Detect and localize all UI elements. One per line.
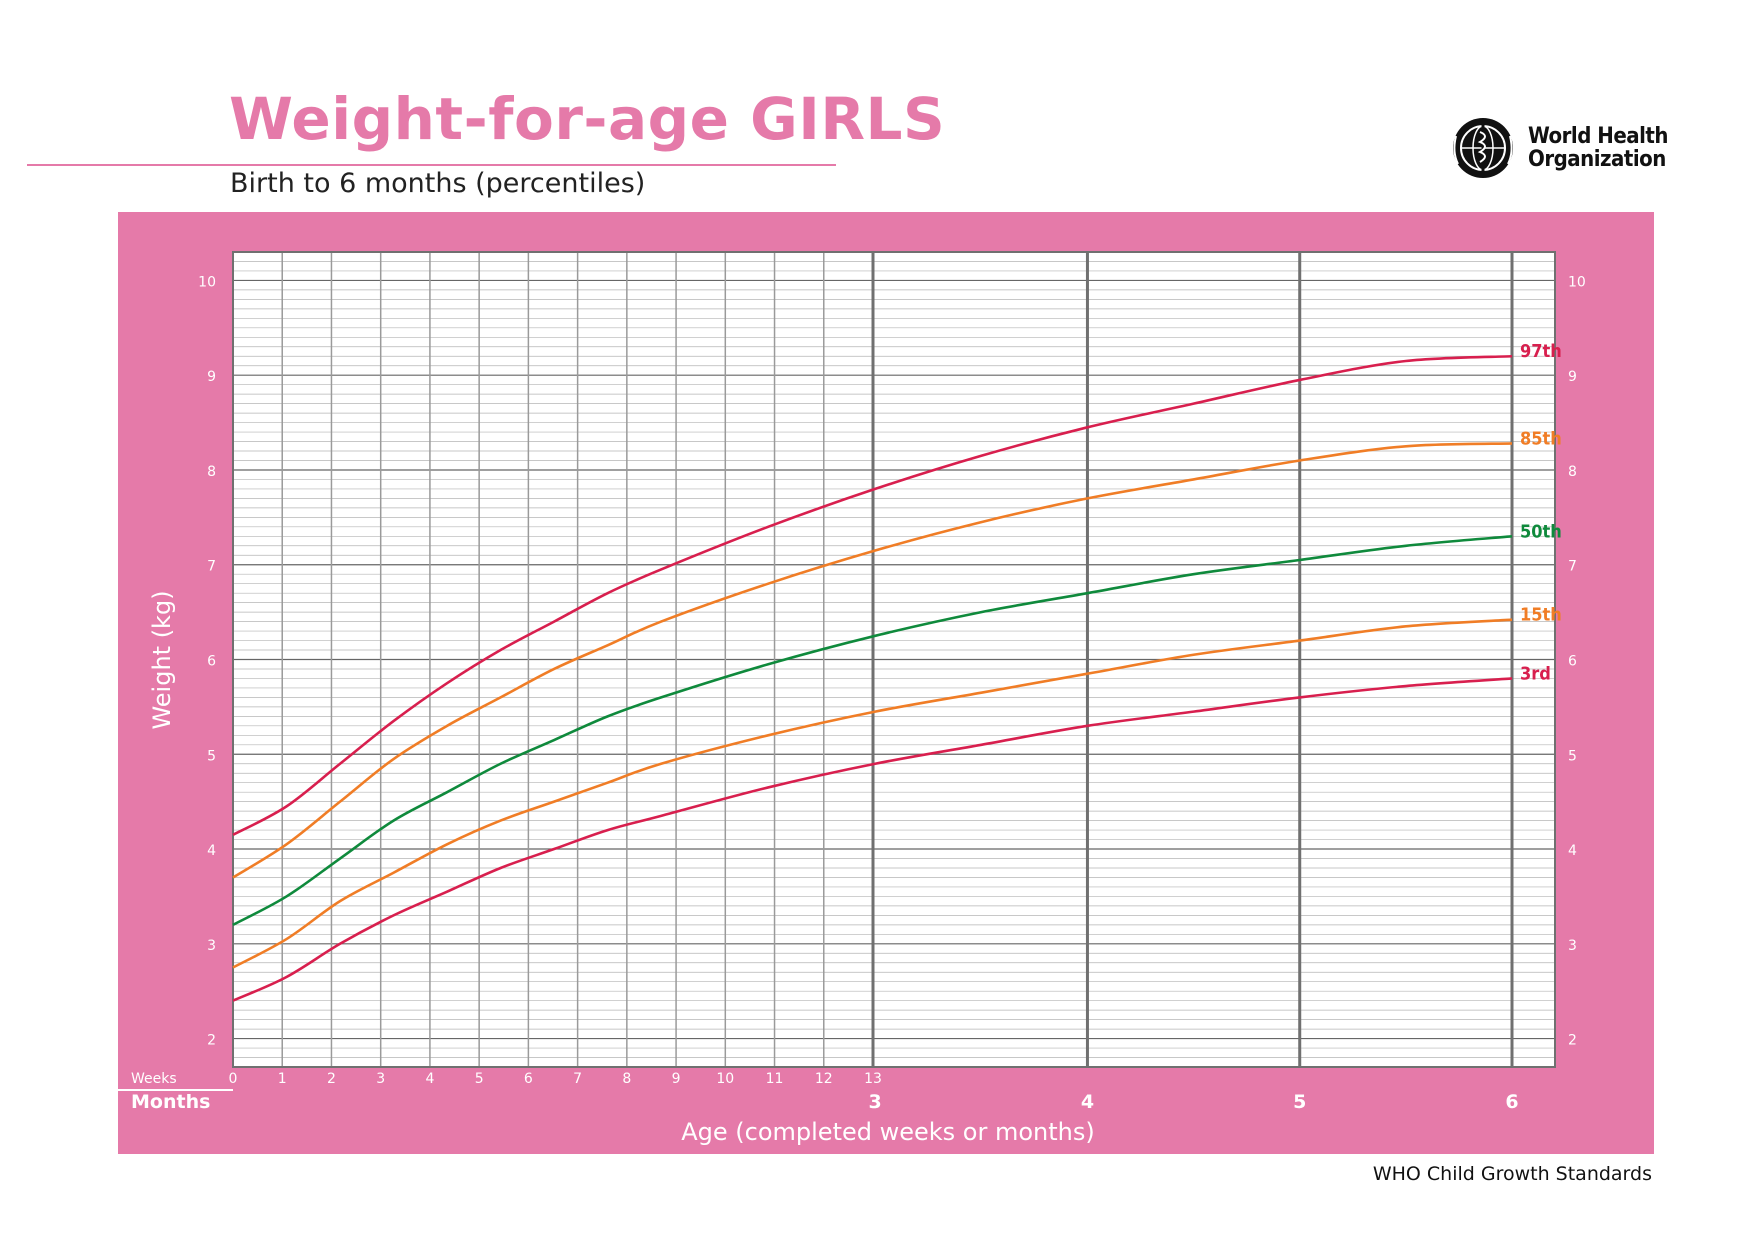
y-tick-label-left: 4 [207,843,216,859]
x-tick-label-week: 0 [229,1071,238,1087]
x-tick-label-month: 4 [1081,1091,1094,1113]
x-tick-label-week: 4 [425,1071,434,1087]
y-tick-label-right: 7 [1568,559,1577,575]
plot-border [232,251,1556,1068]
page-subtitle: Birth to 6 months (percentiles) [230,168,646,199]
x-tick-label-week: 7 [573,1071,582,1087]
who-logo-line2: Organization [1528,147,1666,172]
series-label: 3rd [1520,663,1551,684]
months-row-rule [118,1089,233,1091]
curve-50th [232,535,1513,926]
y-tick-label-left: 9 [207,369,216,385]
grid-lines [233,252,1555,1067]
x-tick-label-month: 6 [1505,1091,1518,1113]
x-axis-label: Age (completed weeks or months) [681,1118,1095,1146]
y-tick-label-right: 10 [1568,274,1586,290]
x-tick-label-week: 1 [278,1071,287,1087]
y-tick-label-left: 8 [207,464,216,480]
y-tick-label-right: 6 [1568,654,1577,670]
x-tick-label-week: 13 [864,1071,882,1087]
x-tick-label-week: 10 [716,1071,734,1087]
series-label: 85th [1520,428,1562,449]
y-tick-label-left: 7 [207,559,216,575]
curve-15th [232,618,1513,969]
series-label: 15th [1520,605,1562,626]
x-tick-label-week: 3 [376,1071,385,1087]
x-tick-label-week: 2 [327,1071,336,1087]
y-tick-label-left: 6 [207,654,216,670]
series-label: 50th [1520,521,1562,542]
y-tick-label-right: 8 [1568,464,1577,480]
x-tick-label-week: 8 [622,1071,631,1087]
who-logo-text: World Health Organization [1528,125,1668,171]
y-tick-label-right: 5 [1568,748,1577,764]
x-tick-label-week: 11 [766,1071,784,1087]
y-tick-label-left: 2 [207,1033,216,1049]
tick-labels: 2 23 34 45 56 67 78 89 910 100 1 2 3 4 5 6 7 8 9 10 11 12 133 4… [198,274,1586,1113]
y-tick-label-right: 3 [1568,938,1577,954]
y-tick-label-right: 4 [1568,843,1577,859]
percentile-curves: 97th 85th 50th 15th 3rd [232,341,1562,1002]
weeks-row-label: Weeks [131,1071,177,1087]
y-tick-label-left: 10 [198,274,216,290]
series-label: 97th [1520,341,1562,362]
months-row-label: Months [131,1091,210,1113]
x-tick-label-week: 5 [475,1071,484,1087]
x-tick-label-week: 9 [672,1071,681,1087]
y-tick-label-left: 5 [207,748,216,764]
who-logo: World Health Organization [1444,114,1668,182]
who-emblem-icon [1453,118,1513,178]
footer-source: WHO Child Growth Standards [1372,1163,1652,1185]
who-logo-line1: World Health [1528,124,1668,149]
x-tick-label-month: 5 [1293,1091,1306,1113]
curve-97th [232,354,1513,836]
curve-85th [232,442,1513,879]
y-tick-label-right: 9 [1568,369,1577,385]
title-rule [27,164,836,166]
y-tick-label-right: 2 [1568,1033,1577,1049]
y-axis-label: Weight (kg) [148,590,176,729]
x-tick-label-week: 12 [815,1071,833,1087]
x-tick-label-week: 6 [524,1071,533,1087]
x-tick-label-month: 3 [869,1091,882,1113]
page-title: Weight-for-age GIRLS [229,85,946,153]
curve-3rd [232,677,1513,1002]
y-tick-label-left: 3 [207,938,216,954]
